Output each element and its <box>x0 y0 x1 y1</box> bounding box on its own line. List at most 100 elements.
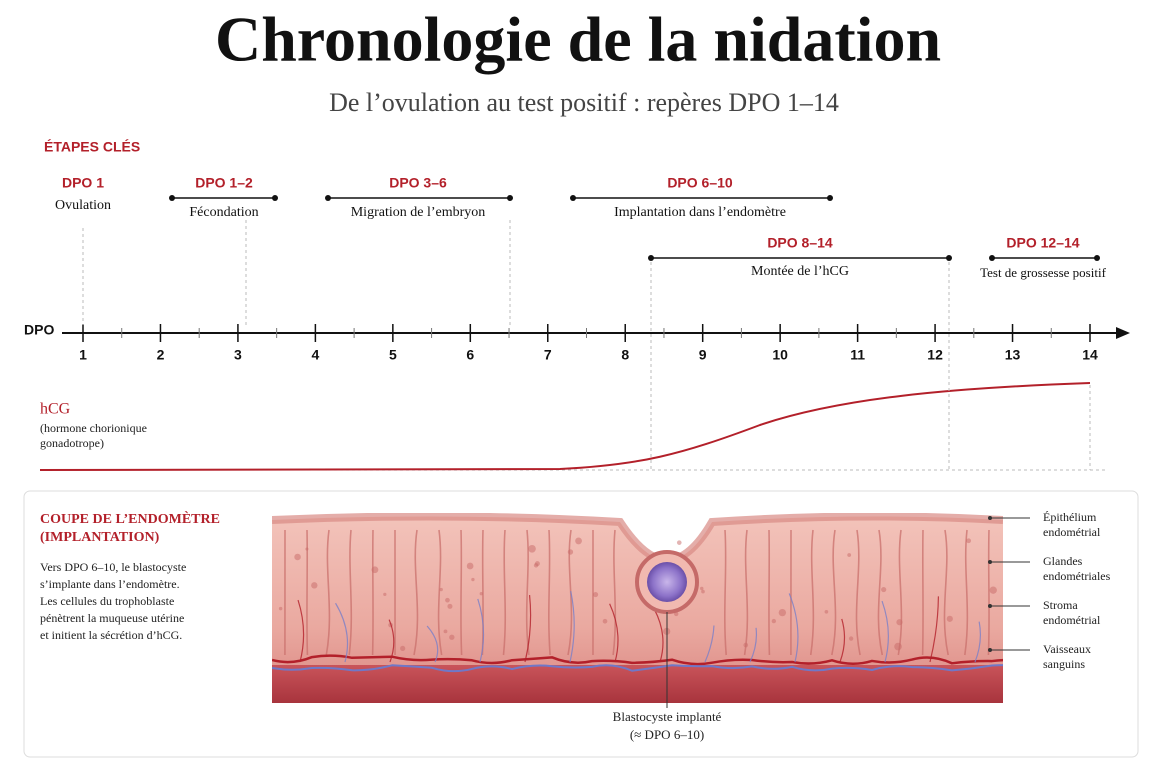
capillary <box>524 595 532 663</box>
structure-label: endométrial <box>1043 525 1101 539</box>
gland <box>548 529 551 656</box>
capillary <box>335 602 349 663</box>
hcg-description: (hormone chorionique <box>40 421 147 435</box>
capillary <box>881 600 889 663</box>
stroma-cell <box>848 636 854 641</box>
phase-range: DPO 12–14 <box>1006 235 1079 251</box>
phase-end <box>169 195 175 201</box>
panel-body: et initient la sécrétion d’hCG. <box>40 628 182 642</box>
capillary <box>654 609 664 663</box>
stroma-cell <box>989 586 997 594</box>
stroma-cell <box>824 609 829 614</box>
axis-arrow <box>1116 327 1130 339</box>
leader-dot <box>988 648 992 652</box>
stroma-cell <box>602 618 608 624</box>
capillary <box>569 591 575 663</box>
tick-label: 14 <box>1082 347 1098 363</box>
gland <box>897 529 903 656</box>
axis-label: DPO <box>24 322 54 338</box>
gland <box>325 529 331 656</box>
stroma-cell <box>294 553 301 561</box>
capillary <box>749 627 758 663</box>
capillary <box>426 625 439 663</box>
tick-label: 8 <box>621 347 629 363</box>
gland <box>743 529 749 656</box>
stroma-cell <box>471 577 475 582</box>
hcg-curve <box>39 382 1091 471</box>
capillary <box>929 596 940 663</box>
phase-end <box>325 195 331 201</box>
stroma-cell <box>305 547 309 551</box>
gland <box>612 529 617 656</box>
blastocyst-label: Blastocyste implanté <box>613 709 722 724</box>
structure-label: endométrial <box>1043 613 1101 627</box>
stroma-cell <box>528 544 536 553</box>
phase-end <box>507 195 513 201</box>
capillary <box>609 603 619 663</box>
capillary <box>477 598 485 663</box>
gland <box>987 529 990 656</box>
structure-label: Stroma <box>1043 598 1078 612</box>
stroma-cell <box>676 540 682 545</box>
stroma-cell <box>400 645 406 652</box>
blastocyst <box>635 550 699 708</box>
gland <box>348 529 353 656</box>
gland <box>437 529 443 656</box>
stroma-cell <box>533 563 539 568</box>
gland <box>831 529 837 656</box>
stroma-cell <box>881 586 887 593</box>
phase-end <box>989 255 995 261</box>
phase-range: DPO 8–14 <box>767 235 833 251</box>
gland <box>943 529 949 656</box>
vessel <box>272 664 1003 673</box>
phase-end <box>648 255 654 261</box>
panel-title: (IMPLANTATION) <box>40 530 160 545</box>
gland <box>855 529 861 656</box>
structure-label: Vaisseaux <box>1043 642 1091 656</box>
capillary <box>788 593 799 663</box>
stroma-cell <box>439 587 443 592</box>
stroma-cell <box>278 606 283 611</box>
tick-label: 7 <box>544 347 552 363</box>
phase-range: DPO 3–6 <box>389 175 447 191</box>
gland <box>809 529 815 656</box>
tick-label: 2 <box>157 347 165 363</box>
stroma-cell <box>847 553 852 557</box>
hcg-label: hCG <box>40 401 71 418</box>
tick-label: 12 <box>927 347 943 363</box>
stroma-cell <box>479 592 483 596</box>
stroma-cell <box>445 597 450 603</box>
phase-end <box>1094 255 1100 261</box>
blastocyst-label: (≈ DPO 6–10) <box>630 727 704 742</box>
tick-label: 6 <box>466 347 474 363</box>
phase-label: Test de grossesse positif <box>980 265 1106 280</box>
leader-dot <box>988 604 992 608</box>
stroma-cell <box>700 586 704 591</box>
vessel <box>272 654 1003 666</box>
tick-label: 11 <box>850 347 865 363</box>
phase-range: DPO 1 <box>62 175 104 191</box>
phase-end <box>570 195 576 201</box>
stroma-cell <box>966 538 972 544</box>
capillary <box>388 619 395 663</box>
title: Chronologie de la nidation <box>215 4 941 75</box>
stroma-cell <box>567 549 574 555</box>
gland <box>525 529 530 656</box>
phase-range: DPO 6–10 <box>667 175 733 191</box>
phase-label: Migration de l’embryon <box>351 205 486 220</box>
phase-end <box>827 195 833 201</box>
capillary <box>297 599 305 663</box>
gland <box>502 529 507 656</box>
panel-body: Les cellules du trophoblaste <box>40 594 174 608</box>
structure-label: endométriales <box>1043 569 1111 583</box>
stroma-cell <box>449 634 455 640</box>
myometrium <box>272 665 1003 703</box>
leader-dot <box>988 560 992 564</box>
gland <box>877 529 884 656</box>
stroma-cell <box>894 642 902 651</box>
hcg-description: gonadotrope) <box>40 436 104 450</box>
stroma-cell <box>466 562 474 570</box>
structure-label: sanguins <box>1043 657 1085 671</box>
panel-title: COUPE DE L’ENDOMÈTRE <box>40 510 220 527</box>
